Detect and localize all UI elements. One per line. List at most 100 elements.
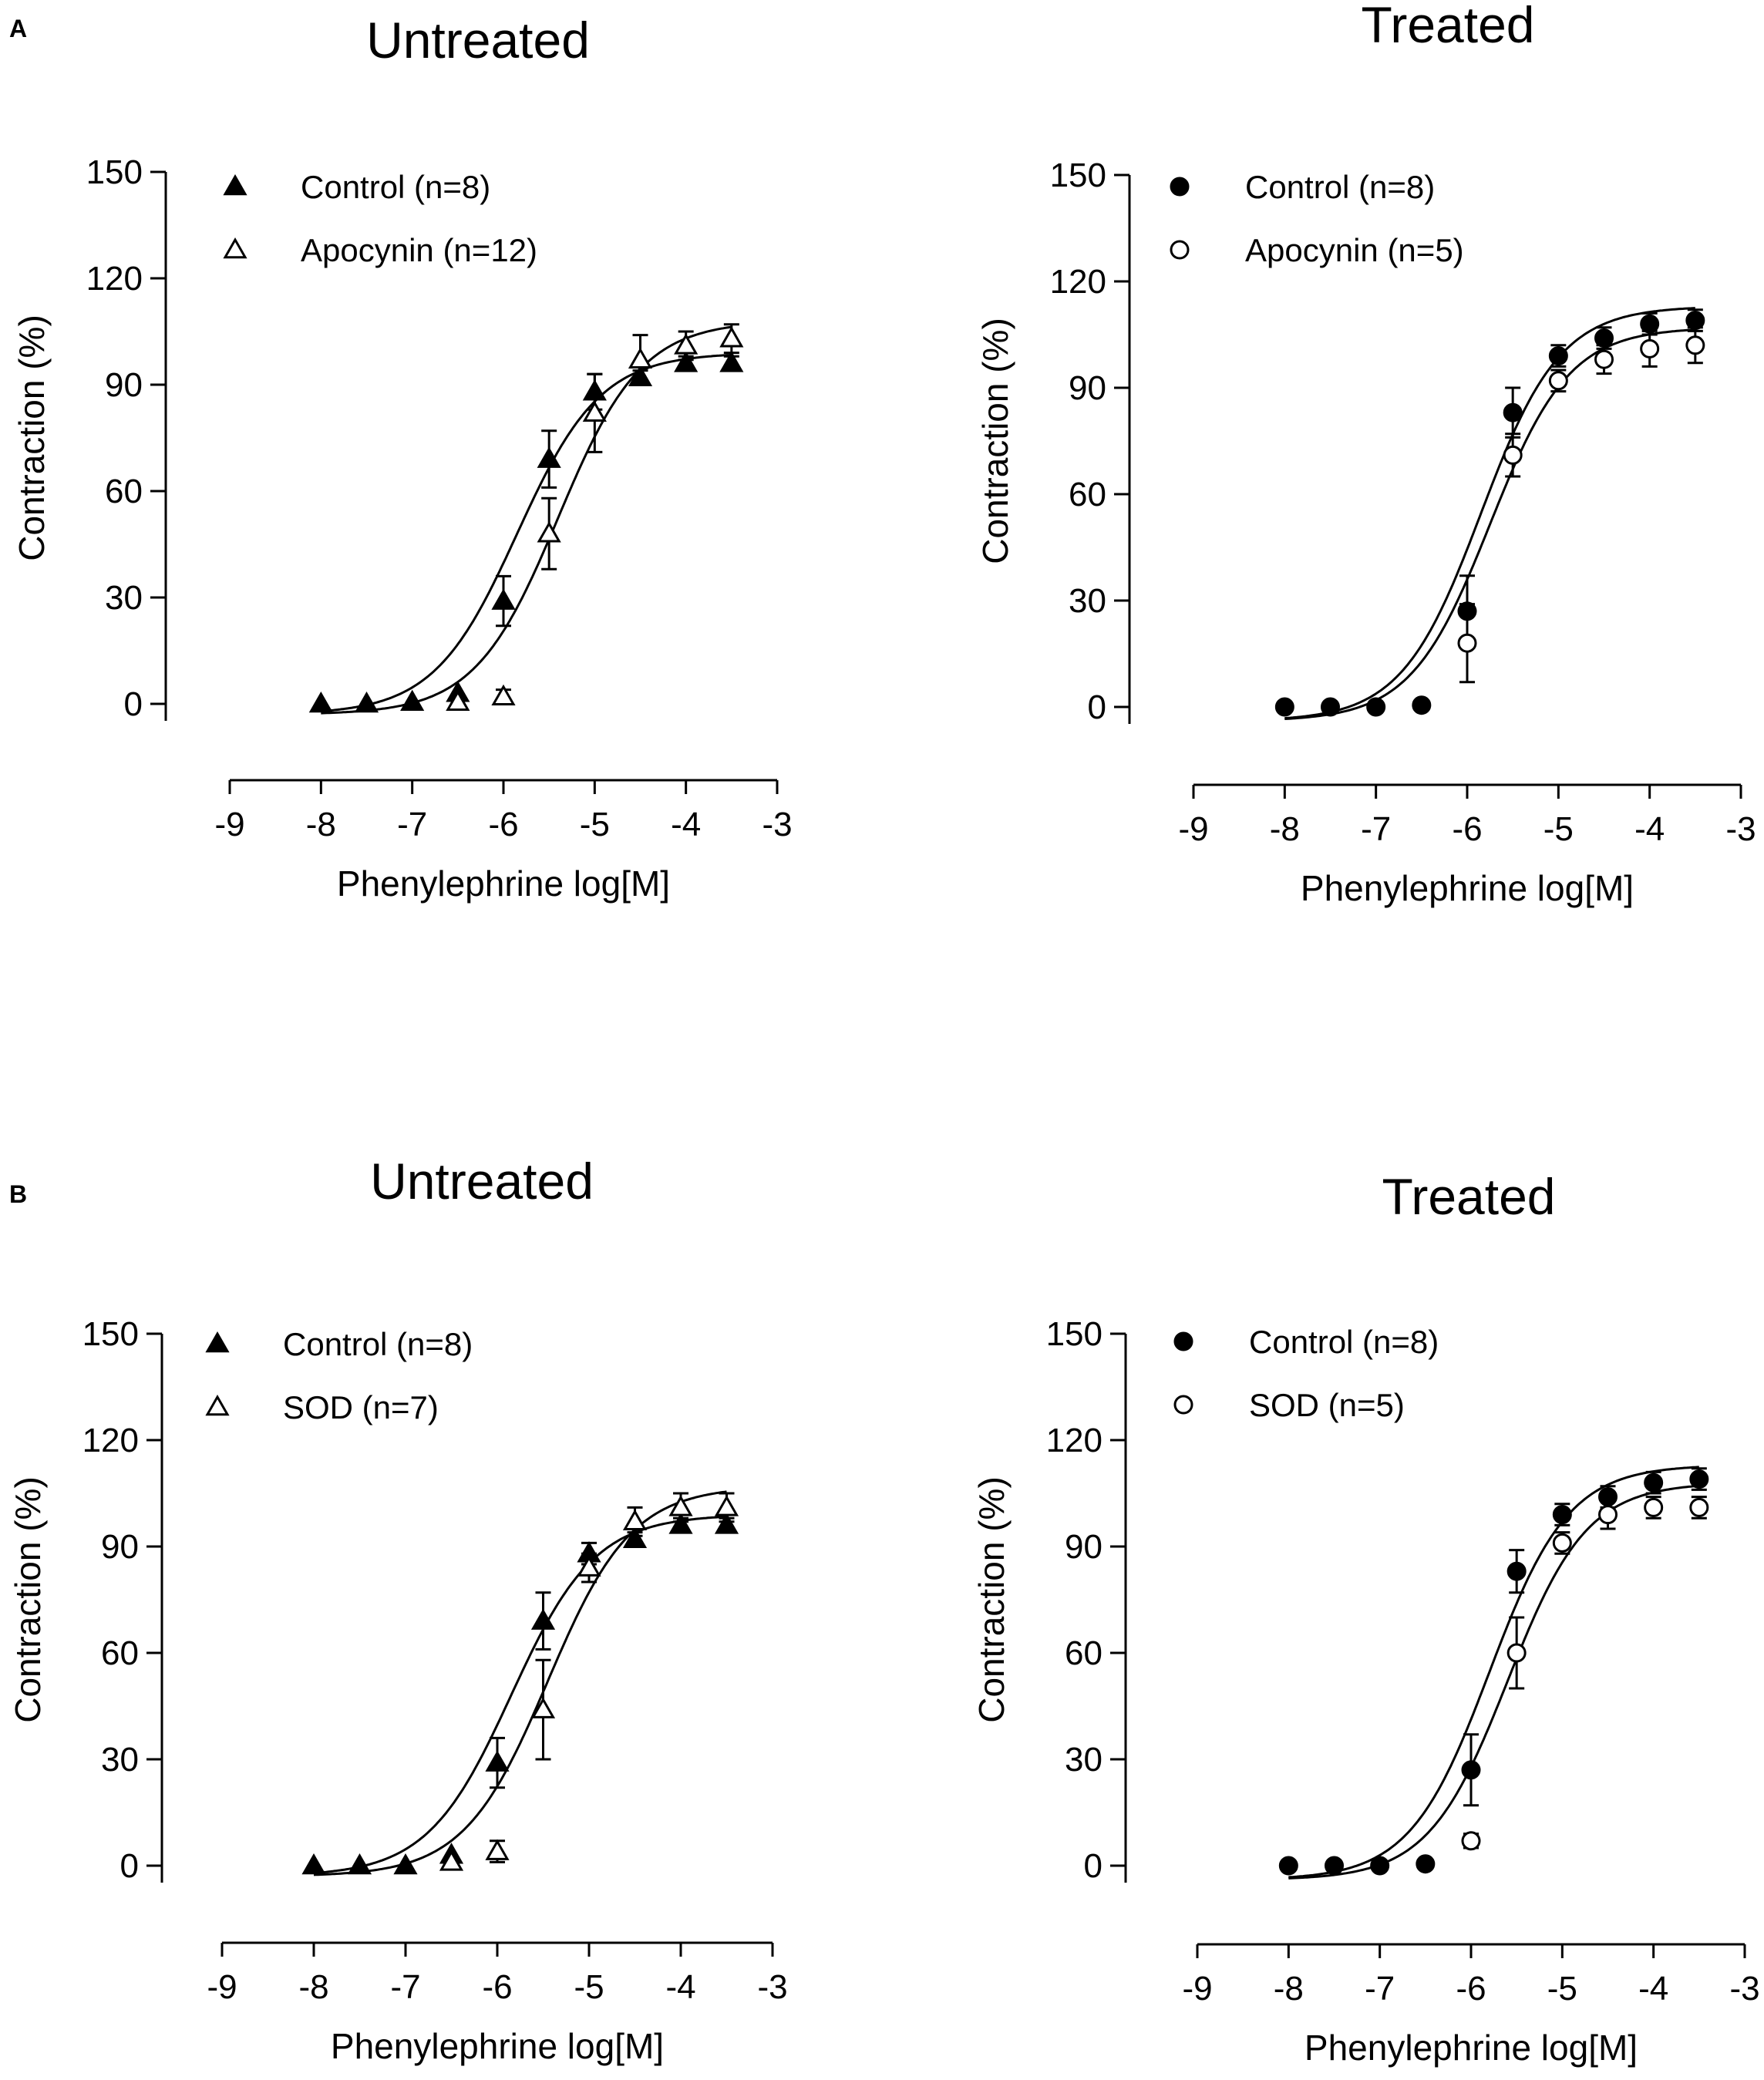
y-tick-label: 60 <box>1069 476 1106 513</box>
x-tick-label: -6 <box>1456 1970 1486 2008</box>
x-tick-label: -4 <box>671 806 701 843</box>
chart-4: Treated 0 30 60 90 120 150 Contraction (%) -9 -8 -… <box>971 1168 1760 2068</box>
data-point <box>668 1495 693 1516</box>
data-point <box>1506 1643 1527 1663</box>
data-point <box>530 1608 556 1630</box>
charts-container: Untreated 0 30 60 90 120 150 Contraction (%) -9 -… <box>8 0 1760 2068</box>
series-1 <box>1274 307 1705 720</box>
data-point <box>537 446 561 468</box>
data-point <box>347 1853 372 1875</box>
data-point <box>674 333 699 355</box>
x-tick-label: -8 <box>1274 1970 1304 2008</box>
x-tick-label: -3 <box>1725 810 1756 848</box>
data-point <box>1412 695 1432 715</box>
data-point <box>1689 1469 1709 1489</box>
fit-curve <box>321 325 732 715</box>
data-point <box>1594 349 1614 369</box>
data-point <box>301 1853 326 1875</box>
y-tick-label: 0 <box>1084 1847 1102 1885</box>
panel-letter-b: B <box>9 1180 27 1208</box>
x-tick-label: -5 <box>1544 810 1574 848</box>
series-1 <box>301 1513 739 1875</box>
legend-label: Apocynin (n=5) <box>1245 232 1464 268</box>
legend-label: Control (n=8) <box>1245 169 1435 205</box>
legend-marker <box>1170 177 1190 197</box>
y-tick-label: 90 <box>105 366 143 404</box>
x-tick-label: -4 <box>1634 810 1665 848</box>
x-tick-label: -9 <box>214 806 244 843</box>
data-point <box>439 1849 464 1871</box>
data-point <box>537 521 561 543</box>
series-1 <box>1278 1466 1709 1879</box>
data-point <box>1644 1472 1664 1493</box>
chart-3: Untreated 0 30 60 90 120 150 Contraction (%) -9 -… <box>8 1153 788 2066</box>
fit-curve <box>1284 307 1695 720</box>
data-point <box>1278 1856 1298 1876</box>
x-tick-label: -7 <box>397 806 427 843</box>
x-tick-label: -8 <box>1270 810 1300 848</box>
x-axis-label: Phenylephrine log[M] <box>1304 2028 1638 2068</box>
y-axis-label: Contraction (%) <box>8 1476 48 1723</box>
series-2 <box>1284 326 1705 720</box>
series-2 <box>313 1490 739 1876</box>
x-tick-label: -7 <box>1361 810 1391 848</box>
y-axis-label: Contraction (%) <box>12 315 52 561</box>
y-tick-label: 90 <box>1065 1528 1102 1566</box>
y-axis-label: Contraction (%) <box>971 1476 1012 1723</box>
legend-marker <box>205 1331 230 1353</box>
series-1 <box>308 351 744 713</box>
data-point <box>1461 1760 1481 1780</box>
y-tick-label: 150 <box>1050 157 1106 194</box>
data-point <box>1552 1505 1572 1525</box>
legend-marker <box>1170 240 1190 260</box>
data-point <box>582 400 607 422</box>
data-point <box>1503 445 1523 465</box>
y-tick-label: 0 <box>120 1847 139 1885</box>
series-2 <box>1288 1484 1709 1880</box>
x-tick-label: -6 <box>488 806 518 843</box>
legend-marker <box>205 1394 230 1416</box>
y-tick-label: 30 <box>101 1741 139 1779</box>
legend-marker <box>223 237 247 259</box>
x-axis-label: Phenylephrine log[M] <box>331 2026 664 2066</box>
fit-curve <box>1284 328 1695 720</box>
data-point <box>1506 1561 1527 1581</box>
data-point <box>1274 697 1294 717</box>
x-tick-label: -5 <box>1547 1970 1577 2008</box>
legend-marker <box>1173 1331 1193 1351</box>
data-point <box>674 351 699 372</box>
y-tick-label: 120 <box>82 1422 139 1459</box>
chart-title: Treated <box>1361 0 1534 53</box>
data-point <box>530 1697 556 1718</box>
chart-2: Treated 0 30 60 90 120 150 Contraction (%) -9 -8 -… <box>975 0 1756 908</box>
series-2 <box>321 323 744 715</box>
data-point <box>446 689 470 711</box>
legend-marker <box>223 173 247 196</box>
chart-title: Untreated <box>370 1153 594 1210</box>
x-axis-label: Phenylephrine log[M] <box>337 863 670 904</box>
data-point <box>628 347 653 369</box>
data-point <box>1685 335 1705 355</box>
data-point <box>1457 633 1477 653</box>
y-tick-label: 90 <box>1069 369 1106 407</box>
data-point <box>622 1509 648 1531</box>
y-tick-label: 60 <box>1065 1634 1102 1672</box>
data-point <box>1689 1497 1709 1517</box>
y-tick-label: 150 <box>1046 1315 1102 1353</box>
y-axis-label: Contraction (%) <box>975 318 1015 564</box>
data-point <box>1552 1533 1572 1553</box>
y-tick-label: 60 <box>105 473 143 510</box>
x-tick-label: -4 <box>665 1968 695 2006</box>
x-tick-label: -5 <box>580 806 610 843</box>
y-tick-label: 0 <box>124 685 143 723</box>
legend-label: Control (n=8) <box>1249 1324 1439 1360</box>
x-tick-label: -6 <box>1452 810 1482 848</box>
y-tick-label: 60 <box>101 1634 139 1672</box>
data-point <box>719 326 744 348</box>
x-tick-label: -9 <box>207 1968 237 2006</box>
data-point <box>668 1513 693 1534</box>
data-point <box>491 684 516 706</box>
x-tick-label: -9 <box>1178 810 1208 848</box>
x-tick-label: -8 <box>306 806 336 843</box>
x-axis-label: Phenylephrine log[M] <box>1301 868 1634 908</box>
